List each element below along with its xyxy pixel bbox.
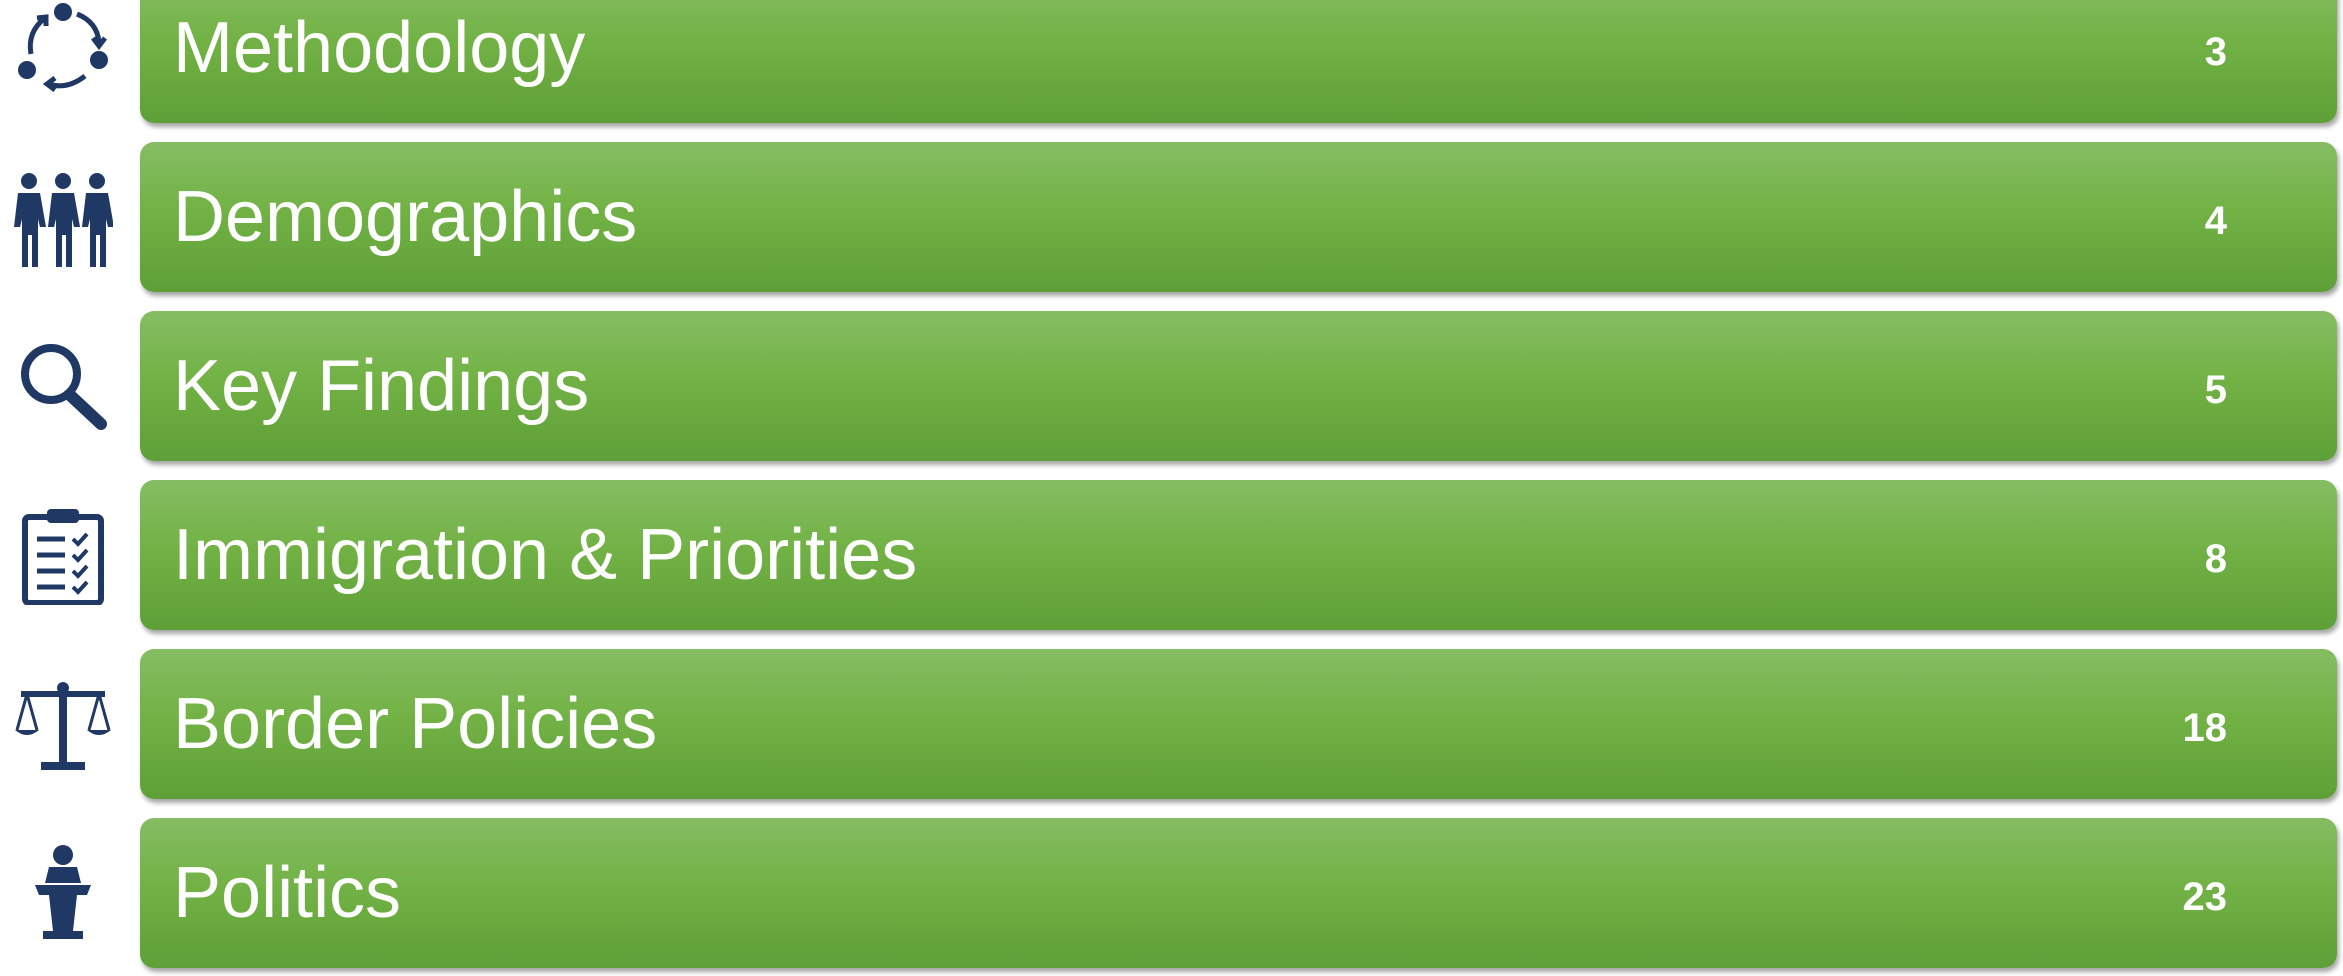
page-number: 18	[2182, 706, 2228, 750]
section-icon	[22, 509, 104, 605]
section-bar: Key Findings 5	[140, 311, 2337, 461]
section-bar: Methodology 3	[140, 0, 2337, 123]
toc-row: Border Policies 18	[0, 649, 2343, 799]
section-title: Politics	[173, 853, 402, 933]
page-number: 4	[2204, 199, 2227, 243]
page-number: 23	[2182, 875, 2228, 919]
toc-row: Immigration & Priorities 8	[0, 480, 2343, 630]
section-bar: Demographics 4	[140, 142, 2337, 292]
section-title: Key Findings	[173, 346, 590, 426]
section-title: Immigration & Priorities	[173, 515, 918, 595]
toc-row: Demographics 4	[0, 142, 2343, 292]
section-icon	[18, 3, 108, 92]
section-bar: Border Policies 18	[140, 649, 2337, 799]
toc-row: Politics 23	[0, 818, 2343, 968]
section-icon	[21, 344, 107, 430]
toc-row: Methodology 3	[0, 0, 2343, 123]
section-title: Border Policies	[173, 684, 658, 764]
section-icon	[15, 682, 111, 770]
section-bar: Politics 23	[140, 818, 2337, 968]
section-icon	[35, 845, 91, 939]
section-title: Methodology	[173, 8, 586, 88]
page-number: 5	[2204, 368, 2227, 412]
section-title: Demographics	[173, 177, 638, 257]
section-icon	[14, 173, 113, 267]
page-number: 8	[2204, 537, 2227, 581]
page-number: 3	[2204, 30, 2227, 74]
section-bar: Immigration & Priorities 8	[140, 480, 2337, 630]
toc-row: Key Findings 5	[0, 311, 2343, 461]
